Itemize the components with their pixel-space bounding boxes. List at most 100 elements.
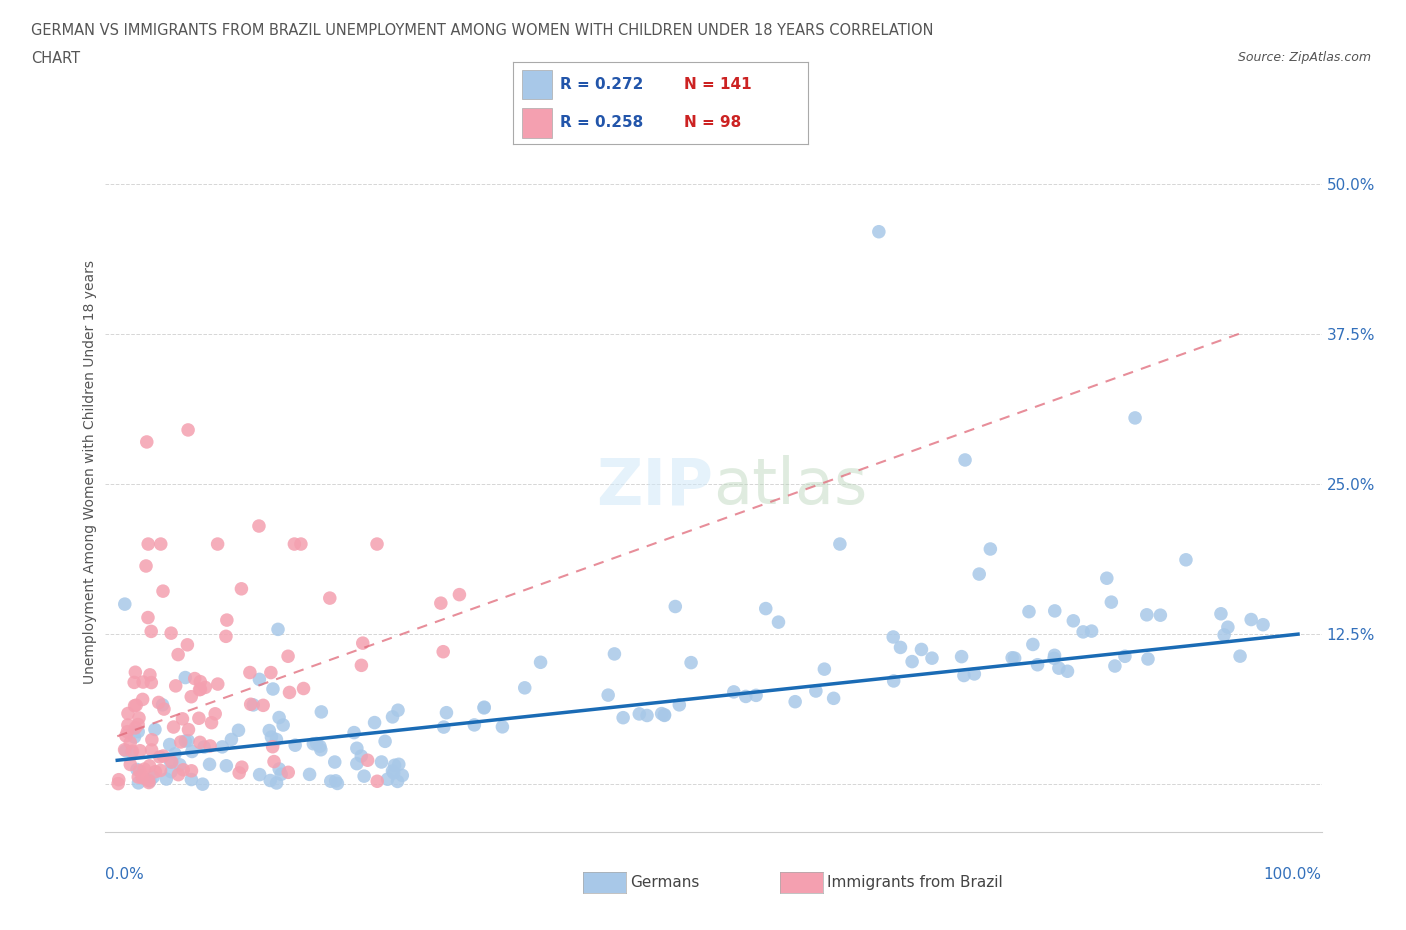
Point: [356, 752, 378, 767]
Text: 100.0%: 100.0%: [1264, 867, 1322, 882]
Point: [901, 654, 924, 669]
Point: [139, 668, 162, 683]
Point: [311, 704, 333, 719]
Point: [967, 566, 990, 581]
Point: [513, 681, 536, 696]
Point: [117, 706, 139, 721]
Point: [1136, 652, 1159, 667]
Point: [247, 519, 270, 534]
Point: [267, 622, 290, 637]
Point: [628, 707, 651, 722]
Text: 0.0%: 0.0%: [105, 867, 145, 882]
Point: [463, 717, 485, 732]
Point: [193, 739, 215, 754]
Point: [149, 750, 172, 764]
Point: [198, 738, 221, 753]
Point: [430, 596, 453, 611]
Point: [125, 762, 148, 777]
Point: [529, 655, 551, 670]
Point: [131, 770, 153, 785]
Point: [370, 754, 392, 769]
Point: [882, 630, 904, 644]
Point: [664, 599, 686, 614]
Point: [723, 684, 745, 699]
Point: [177, 422, 200, 437]
Point: [204, 707, 226, 722]
Point: [167, 767, 190, 782]
Point: [141, 742, 163, 757]
Point: [107, 777, 129, 791]
Point: [883, 673, 905, 688]
Point: [259, 773, 281, 788]
Point: [207, 677, 229, 692]
Point: [160, 626, 183, 641]
Point: [343, 725, 366, 740]
Point: [228, 723, 250, 737]
Point: [262, 682, 284, 697]
Point: [211, 739, 233, 754]
Point: [449, 587, 471, 602]
Point: [1001, 650, 1024, 665]
Point: [259, 724, 281, 738]
Point: [239, 665, 262, 680]
Text: N = 98: N = 98: [685, 115, 742, 130]
Point: [163, 747, 186, 762]
Point: [266, 732, 288, 747]
Point: [200, 715, 222, 730]
Point: [813, 662, 835, 677]
Point: [868, 224, 890, 239]
Point: [121, 744, 143, 759]
Point: [1043, 651, 1066, 666]
Point: [191, 777, 214, 791]
Point: [260, 665, 283, 680]
Point: [1114, 649, 1136, 664]
Point: [129, 743, 152, 758]
Point: [149, 763, 172, 777]
Point: [668, 698, 690, 712]
Point: [270, 767, 292, 782]
Point: [1209, 606, 1232, 621]
Point: [132, 674, 155, 689]
Point: [183, 671, 205, 686]
Point: [174, 734, 197, 749]
Point: [198, 757, 221, 772]
Point: [162, 720, 184, 735]
Point: [271, 718, 294, 733]
Point: [1099, 594, 1122, 609]
Point: [124, 698, 146, 713]
Point: [239, 697, 262, 711]
Point: [114, 597, 136, 612]
Point: [127, 724, 149, 739]
Point: [681, 655, 703, 670]
Point: [141, 732, 163, 747]
Point: [363, 715, 385, 730]
Point: [612, 711, 634, 725]
Point: [1174, 552, 1197, 567]
Point: [170, 735, 193, 750]
Point: [231, 760, 253, 775]
Point: [143, 722, 166, 737]
Point: [277, 764, 299, 779]
Point: [115, 728, 138, 743]
Point: [1240, 612, 1263, 627]
Point: [734, 689, 756, 704]
Point: [654, 708, 676, 723]
Point: [1018, 604, 1040, 619]
Point: [125, 698, 148, 712]
Point: [159, 737, 181, 752]
Point: [124, 729, 146, 744]
Text: Source: ZipAtlas.com: Source: ZipAtlas.com: [1237, 51, 1371, 64]
Point: [284, 737, 307, 752]
Point: [120, 735, 142, 750]
Point: [215, 758, 238, 773]
Point: [325, 774, 347, 789]
Point: [323, 754, 346, 769]
Point: [374, 734, 396, 749]
Point: [1213, 628, 1236, 643]
Point: [165, 678, 187, 693]
Point: [139, 774, 162, 789]
Point: [149, 537, 172, 551]
Point: [117, 718, 139, 733]
Point: [326, 776, 349, 790]
Point: [177, 723, 200, 737]
